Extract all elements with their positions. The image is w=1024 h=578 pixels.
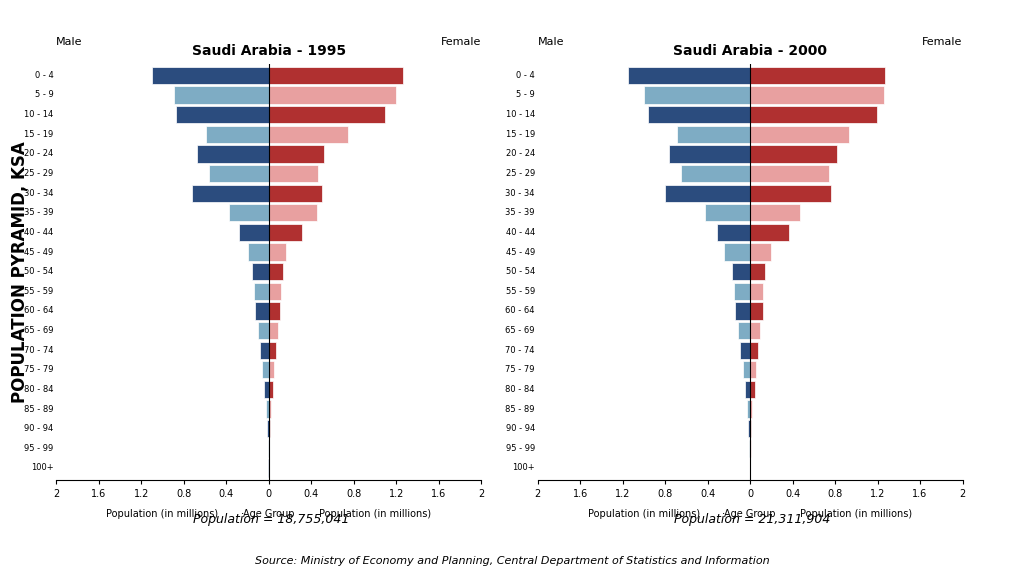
Bar (258, 322, 268, 339)
Bar (268, 401, 271, 418)
Bar (206, 125, 268, 143)
Bar (738, 322, 750, 339)
Bar (268, 145, 324, 162)
Bar (252, 263, 268, 280)
Bar (268, 263, 283, 280)
Bar (740, 342, 750, 359)
Bar (677, 125, 750, 143)
Text: Age Group: Age Group (243, 509, 295, 519)
Bar (750, 125, 849, 143)
Bar (268, 283, 281, 300)
Bar (750, 106, 877, 123)
Bar (268, 361, 274, 379)
Bar (717, 224, 750, 241)
Bar (750, 184, 830, 202)
Bar (152, 66, 268, 84)
Text: Female: Female (441, 37, 481, 47)
Bar (743, 361, 750, 379)
Bar (255, 302, 268, 320)
Bar (750, 322, 760, 339)
Bar (209, 165, 268, 182)
Bar (648, 106, 750, 123)
Bar (268, 66, 402, 84)
Bar (268, 302, 281, 320)
Bar (732, 263, 750, 280)
Bar (176, 106, 268, 123)
Text: Male: Male (538, 37, 564, 47)
Text: Population = 21,311,904: Population = 21,311,904 (675, 513, 830, 526)
Text: Population (in millions): Population (in millions) (588, 509, 699, 519)
Bar (750, 204, 800, 221)
Bar (750, 243, 771, 261)
Bar (268, 243, 287, 261)
Bar (268, 106, 385, 123)
Bar (666, 184, 750, 202)
Text: Population = 18,755,041: Population = 18,755,041 (194, 513, 349, 526)
Bar (681, 165, 750, 182)
Bar (193, 184, 268, 202)
Text: Source: Ministry of Economy and Planning, Central Department of Statistics and I: Source: Ministry of Economy and Planning… (255, 555, 769, 565)
Bar (268, 224, 302, 241)
Bar (254, 283, 268, 300)
Bar (670, 145, 750, 162)
Bar (735, 302, 750, 320)
Bar (266, 401, 268, 418)
Bar (750, 342, 758, 359)
Text: Population (in millions): Population (in millions) (319, 509, 431, 519)
Bar (706, 204, 750, 221)
Bar (268, 342, 276, 359)
Bar (750, 302, 763, 320)
Bar (750, 361, 756, 379)
Bar (750, 145, 838, 162)
Bar (748, 401, 750, 418)
Bar (262, 361, 268, 379)
Title: Saudi Arabia - 1995: Saudi Arabia - 1995 (191, 45, 346, 58)
Text: Population (in millions): Population (in millions) (106, 509, 218, 519)
Bar (267, 420, 268, 438)
Text: POPULATION PYRAMID, KSA: POPULATION PYRAMID, KSA (11, 141, 30, 402)
Bar (268, 204, 316, 221)
Bar (750, 66, 885, 84)
Bar (734, 283, 750, 300)
Text: Male: Male (56, 37, 83, 47)
Bar (174, 86, 268, 103)
Bar (229, 204, 268, 221)
Text: Female: Female (923, 37, 963, 47)
Bar (268, 125, 348, 143)
Bar (749, 420, 750, 438)
Bar (644, 86, 750, 103)
Bar (750, 283, 763, 300)
Bar (628, 66, 750, 84)
Bar (239, 224, 268, 241)
Bar (750, 224, 790, 241)
Bar (268, 322, 278, 339)
Title: Saudi Arabia - 2000: Saudi Arabia - 2000 (673, 45, 827, 58)
Bar (268, 86, 396, 103)
Bar (750, 165, 829, 182)
Bar (744, 381, 750, 398)
Bar (268, 420, 270, 438)
Bar (197, 145, 268, 162)
Bar (724, 243, 750, 261)
Bar (750, 420, 752, 438)
Bar (260, 342, 268, 359)
Bar (268, 381, 273, 398)
Bar (264, 381, 268, 398)
Bar (750, 401, 753, 418)
Bar (750, 263, 766, 280)
Text: Age Group: Age Group (724, 509, 776, 519)
Bar (268, 184, 322, 202)
Bar (268, 165, 318, 182)
Bar (750, 86, 884, 103)
Bar (248, 243, 268, 261)
Text: Population (in millions): Population (in millions) (801, 509, 912, 519)
Bar (750, 381, 755, 398)
